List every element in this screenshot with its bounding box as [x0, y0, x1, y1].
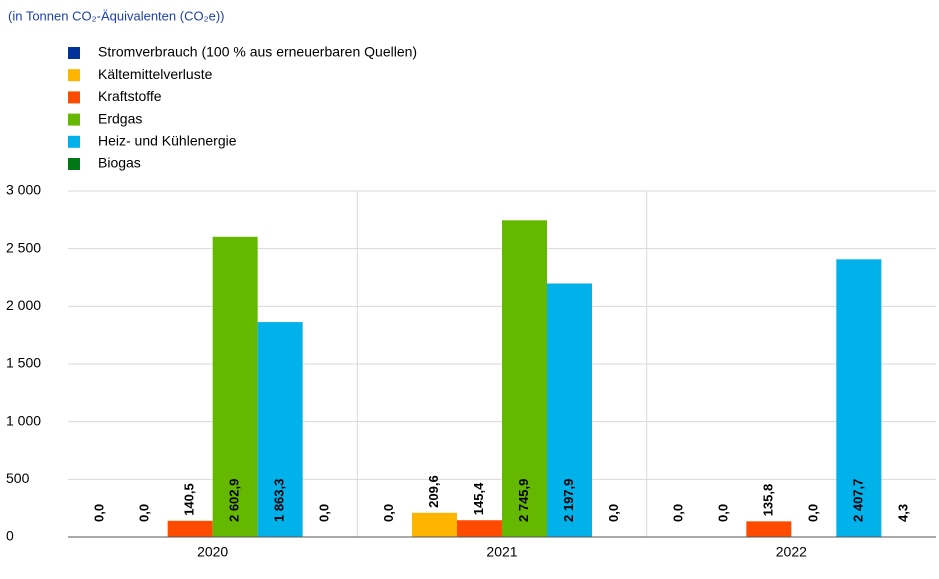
y-tick-label: 0 [6, 528, 14, 544]
legend-label: Stromverbrauch (100 % aus erneuerbaren Q… [98, 44, 417, 60]
legend-label: Kältemittelverluste [98, 66, 213, 82]
legend-swatch [68, 69, 80, 82]
legend-swatch [68, 91, 80, 104]
legend-swatch [68, 158, 80, 170]
value-label: 145,4 [471, 482, 486, 515]
value-label: 140,5 [182, 483, 197, 516]
y-tick-label: 1 000 [6, 412, 41, 428]
value-label: 0,0 [92, 504, 107, 522]
y-tick-label: 3 000 [6, 182, 41, 198]
value-label: 0,0 [137, 504, 152, 522]
legend-label: Heiz- und Kühlenergie [98, 133, 237, 149]
y-tick-label: 500 [6, 470, 30, 486]
value-label: 0,0 [715, 504, 730, 522]
legend-swatch [68, 113, 80, 126]
value-label: 2 602,9 [227, 479, 242, 522]
value-label: 209,6 [426, 475, 441, 508]
legend-swatch [68, 47, 80, 59]
bar [502, 220, 547, 537]
value-label: 4,3 [895, 504, 910, 522]
value-label: 2 745,9 [516, 479, 531, 522]
value-label: 0,0 [670, 504, 685, 522]
value-label: 2 407,7 [850, 479, 865, 522]
bar [457, 520, 502, 537]
bar [167, 520, 213, 537]
chart-title: (in Tonnen CO₂-Äquivalenten (CO₂e)) [8, 8, 225, 23]
bar [257, 322, 303, 537]
value-label: 0,0 [805, 504, 820, 522]
x-tick-label: 2021 [486, 544, 517, 560]
legend-label: Erdgas [98, 110, 142, 126]
y-tick-label: 2 000 [6, 297, 41, 313]
value-label: 1 863,3 [272, 479, 287, 522]
x-tick-label: 2020 [197, 544, 228, 560]
x-tick-label: 2022 [776, 544, 807, 560]
value-label: 0,0 [606, 504, 621, 522]
value-label: 135,8 [760, 484, 775, 517]
bar [547, 283, 592, 537]
bar [836, 259, 882, 537]
legend-swatch [68, 135, 80, 148]
value-label: 0,0 [317, 504, 332, 522]
bar [412, 512, 457, 537]
value-label: 2 197,9 [561, 479, 576, 522]
legend-label: Kraftstoffe [98, 88, 162, 104]
value-label: 0,0 [381, 504, 396, 522]
y-tick-label: 1 500 [6, 355, 41, 371]
legend-label: Biogas [98, 155, 141, 171]
bar [746, 521, 792, 537]
y-tick-label: 2 500 [6, 239, 41, 255]
bar [212, 236, 258, 537]
